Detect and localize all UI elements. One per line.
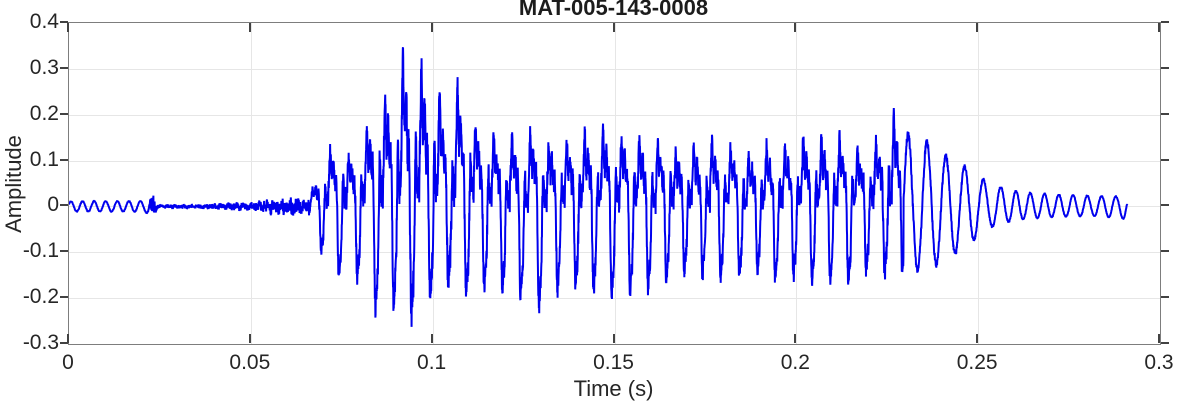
y-tick-mark-left: [60, 250, 68, 253]
y-tick-mark-left: [60, 66, 68, 69]
x-tick-mark-bottom: [67, 334, 69, 343]
x-tick-label: 0: [62, 351, 74, 374]
plot-area: [68, 22, 1161, 345]
y-tick-label: 0.3: [29, 55, 59, 79]
x-tick-mark-bottom: [794, 334, 797, 343]
y-tick-label: 0: [47, 193, 59, 217]
y-tick-mark-left: [60, 112, 68, 115]
y-tick-mark-left: [60, 204, 68, 207]
x-tick-mark-top: [430, 23, 433, 32]
x-tick-mark-bottom: [1158, 334, 1160, 343]
x-tick-mark-top: [612, 23, 615, 32]
x-tick-mark-top: [976, 23, 979, 32]
x-tick-mark-bottom: [248, 334, 251, 343]
y-tick-mark-left: [60, 296, 68, 299]
y-tick-mark-right: [1161, 204, 1169, 207]
y-tick-label: 0.4: [29, 10, 59, 33]
x-tick-mark-top: [248, 23, 251, 32]
y-tick-label: -0.2: [22, 285, 59, 309]
y-tick-label: 0.2: [29, 101, 59, 125]
x-tick-mark-bottom: [430, 334, 433, 343]
y-tick-mark-left: [60, 158, 68, 161]
y-tick-mark-left: [60, 21, 68, 23]
y-tick-mark-right: [1161, 296, 1169, 299]
chart-title: MAT-005-143-0008: [518, 0, 709, 20]
y-tick-label: 0.1: [29, 147, 59, 171]
x-tick-label: 0.15: [593, 351, 634, 374]
y-tick-mark-right: [1161, 66, 1169, 69]
x-tick-label: 0.25: [956, 351, 998, 374]
x-tick-label: 0.3: [1144, 351, 1174, 374]
x-tick-label: 0.2: [780, 351, 810, 374]
y-tick-label: -0.3: [22, 331, 59, 354]
x-tick-label: 0.1: [417, 351, 447, 374]
y-tick-mark-right: [1161, 112, 1169, 115]
x-tick-mark-top: [67, 23, 69, 32]
x-tick-mark-top: [1158, 23, 1160, 32]
y-tick-mark-right: [1161, 21, 1169, 23]
y-tick-mark-right: [1161, 158, 1169, 161]
y-tick-label: -0.1: [22, 239, 59, 263]
y-tick-mark-right: [1161, 342, 1169, 344]
y-tick-mark-right: [1161, 250, 1169, 253]
x-tick-mark-bottom: [976, 334, 979, 343]
y-tick-mark-left: [60, 342, 68, 344]
x-tick-mark-bottom: [612, 334, 615, 343]
x-tick-label: 0.05: [229, 351, 271, 374]
waveform-canvas: [69, 23, 1160, 344]
x-axis-label: Time (s): [573, 376, 654, 401]
x-tick-mark-top: [794, 23, 797, 32]
